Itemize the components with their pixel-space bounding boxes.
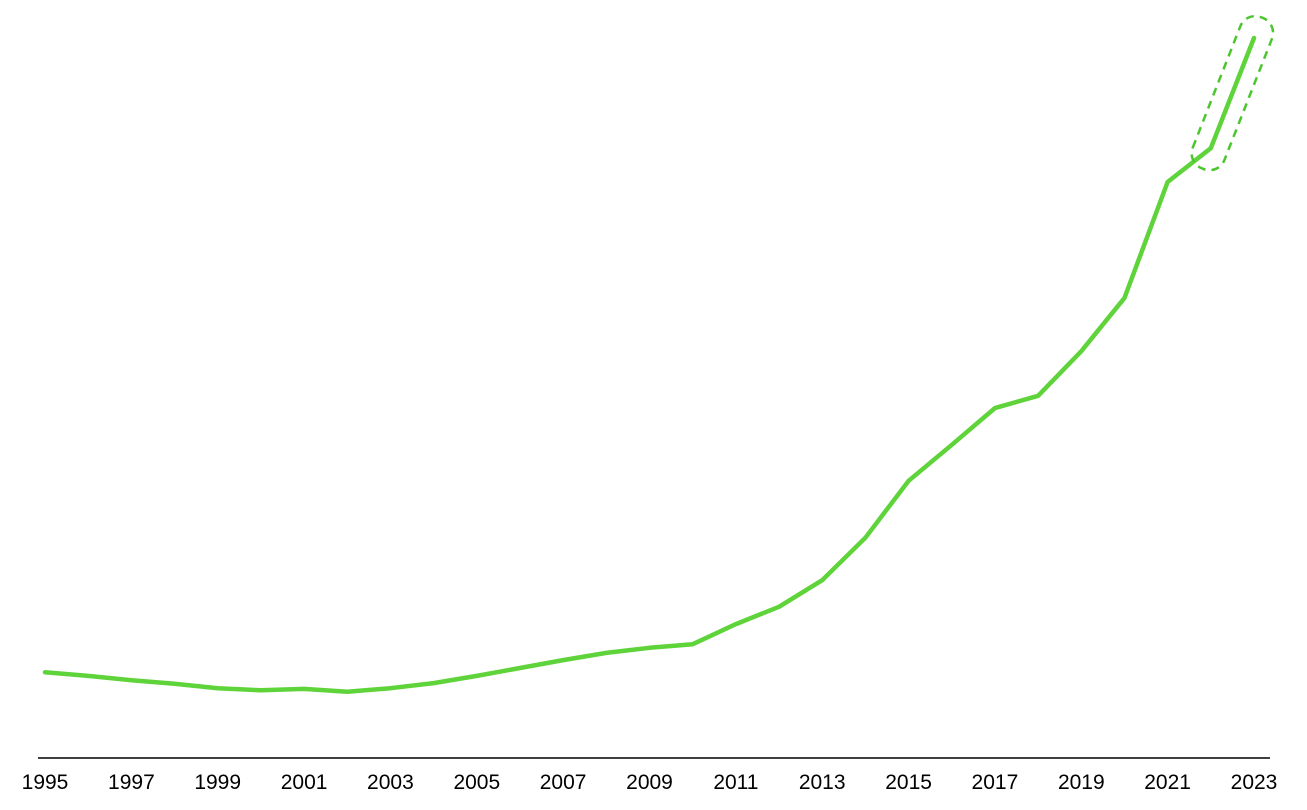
highlight-annotation-box [1190,14,1275,172]
x-axis-tick-label: 2011 [713,771,758,794]
x-axis-tick-label: 1999 [194,771,241,794]
x-axis-labels: 1995 1997 1999 2001 2003 2005 2007 2009 2011 2013… [22,771,1278,794]
x-axis-tick-label: 2009 [626,771,673,794]
x-axis-tick-label: 2001 [281,771,328,794]
x-axis-tick-label: 2013 [799,771,846,794]
x-axis-tick-label: 2005 [453,771,500,794]
x-axis-tick-label: 1995 [22,771,69,794]
x-axis-tick-label: 2007 [540,771,587,794]
x-axis-tick-label: 2023 [1231,771,1278,794]
x-axis-tick-label: 2021 [1144,771,1191,794]
x-axis-tick-label: 2015 [885,771,932,794]
x-axis-tick-label: 1997 [108,771,155,794]
x-axis-tick-label: 2019 [1058,771,1105,794]
trend-line [42,35,1257,695]
x-axis-tick-label: 2017 [972,771,1019,794]
x-axis-tick-label: 2003 [367,771,414,794]
